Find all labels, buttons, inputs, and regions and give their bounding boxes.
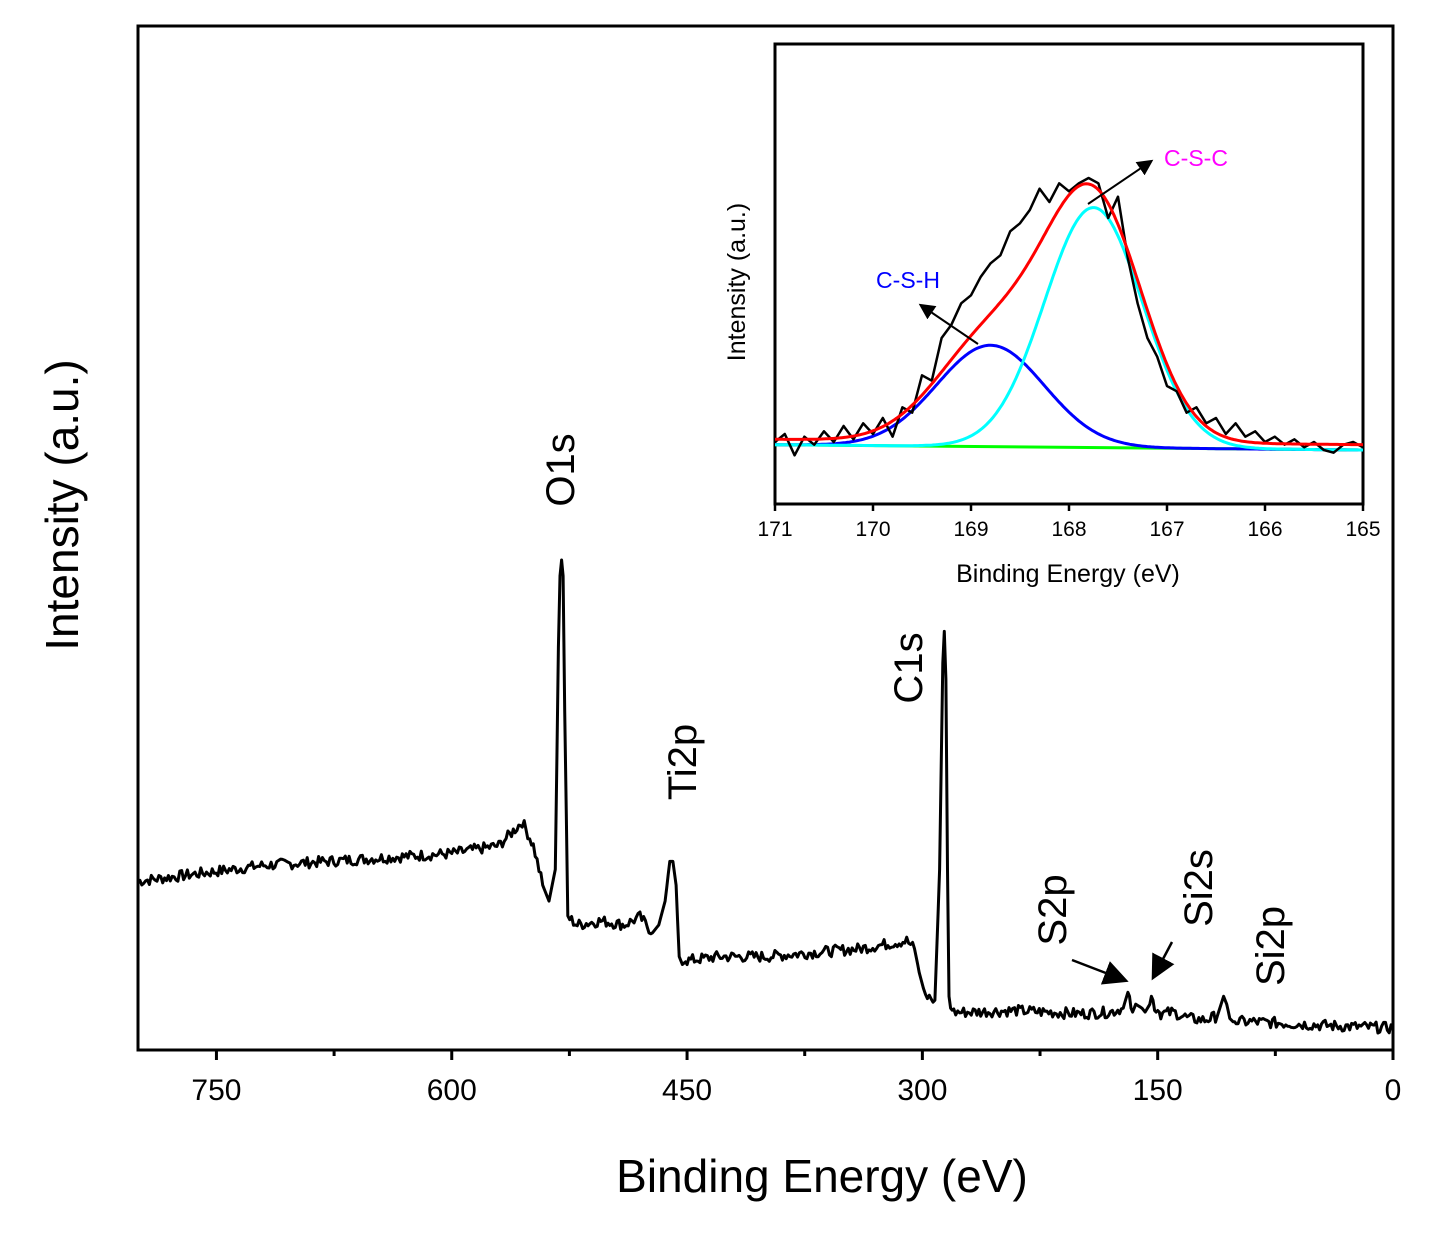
inset-csc-arrow xyxy=(1087,159,1154,205)
peak-label-c1s: C1s xyxy=(887,632,931,703)
main-x-tick-label: 600 xyxy=(427,1074,477,1107)
peak-label-si2p: Si2p xyxy=(1249,906,1293,986)
peak-label-si2s: Si2s xyxy=(1177,849,1221,927)
peak-label-ti2p: Ti2p xyxy=(661,724,705,800)
inset-y-axis-title: Intensity (a.u.) xyxy=(723,203,751,361)
s2p-arrow xyxy=(1071,958,1129,985)
peak-label-s2p: S2p xyxy=(1031,874,1075,945)
main-x-tick-label: 150 xyxy=(1133,1074,1183,1107)
inset-x-tick-label: 166 xyxy=(1247,518,1282,541)
main-x-tick-label: 750 xyxy=(191,1074,241,1107)
inset-envelope-fit-line xyxy=(775,182,1364,447)
inset-x-tick-label: 171 xyxy=(757,518,792,541)
inset-label-csc: C-S-C xyxy=(1164,145,1228,171)
main-plot-frame xyxy=(136,24,1395,1052)
main-x-tick-label: 0 xyxy=(1385,1074,1402,1107)
main-y-axis-title: Intensity (a.u.) xyxy=(36,359,88,650)
main-x-tick-label: 450 xyxy=(662,1074,712,1107)
inset-plot-frame xyxy=(773,42,1365,506)
inset-csc-fit-line xyxy=(775,206,1363,452)
inset-label-csh: C-S-H xyxy=(876,267,940,293)
main-x-tick-label: 300 xyxy=(897,1074,947,1107)
inset-x-axis: 171 170 169 168 167 166 165 xyxy=(757,504,1381,541)
main-x-axis-title: Binding Energy (eV) xyxy=(616,1150,1028,1202)
peak-label-o1s: O1s xyxy=(539,433,583,506)
inset-x-tick-label: 168 xyxy=(1051,518,1086,541)
inset-x-axis-title: Binding Energy (eV) xyxy=(956,560,1180,588)
main-x-axis: 750 600 450 300 150 0 xyxy=(191,1050,1401,1107)
inset-csh-arrow xyxy=(918,303,979,345)
inset-x-tick-label: 170 xyxy=(855,518,890,541)
inset-x-tick-label: 169 xyxy=(953,518,988,541)
si2s-arrow xyxy=(1151,941,1175,981)
survey-spectrum-line xyxy=(137,558,1395,1035)
inset-x-tick-label: 167 xyxy=(1149,518,1184,541)
inset-x-tick-label: 165 xyxy=(1345,518,1380,541)
